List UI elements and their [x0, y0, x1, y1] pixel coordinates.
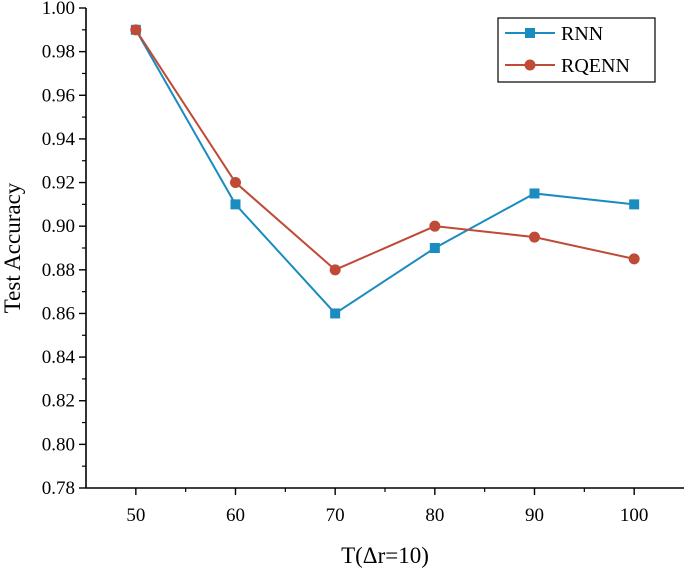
y-tick-label: 0.94	[42, 129, 76, 150]
x-axis-title: T(Δr=10)	[341, 543, 429, 568]
legend-label-rqenn: RQENN	[561, 55, 630, 77]
data-point-rqenn	[130, 24, 142, 36]
x-axis: 50 60 70 80 90 100	[126, 488, 648, 526]
series-line-rnn	[134, 29, 635, 315]
series-layer	[130, 24, 640, 319]
y-axis: 0.78 0.80 0.82 0.84 0.86 0.88 0.90 0.92 0.94 0.96…	[42, 0, 86, 499]
data-point-rnn	[330, 308, 341, 319]
legend-box	[497, 17, 656, 83]
data-point-rqenn	[329, 264, 341, 276]
y-tick-label: 0.88	[42, 260, 75, 281]
y-tick-label: 0.96	[42, 85, 75, 106]
data-point-rnn	[230, 199, 241, 210]
x-tick-label: 60	[226, 505, 245, 526]
y-tick-label: 1.00	[42, 0, 75, 19]
x-tick-label: 100	[620, 505, 649, 526]
y-tick-label: 0.80	[42, 434, 75, 455]
x-tick-label: 50	[126, 505, 145, 526]
y-tick-label: 0.82	[42, 391, 75, 412]
x-tick-label: 90	[525, 505, 544, 526]
y-tick-label: 0.86	[42, 303, 75, 324]
series-line-rqenn	[134, 29, 635, 271]
series-rqenn	[130, 24, 640, 276]
data-point-rnn	[529, 188, 540, 199]
data-point-rqenn	[429, 220, 441, 232]
y-tick-label: 0.92	[42, 173, 75, 194]
legend-marker-rnn	[525, 28, 535, 38]
data-point-rqenn	[628, 253, 640, 265]
legend-label-rnn: RNN	[561, 23, 603, 45]
x-tick-label: 70	[326, 505, 345, 526]
y-tick-label: 0.98	[42, 42, 75, 63]
data-point-rnn	[629, 199, 640, 210]
y-tick-label: 0.90	[42, 216, 75, 237]
x-tick-label: 80	[425, 505, 444, 526]
y-tick-label: 0.78	[42, 478, 75, 499]
legend-entry-rqenn: RQENN	[505, 55, 630, 77]
y-axis-title: Test Accuracy	[0, 182, 25, 313]
legend-entry-rnn: RNN	[505, 23, 603, 45]
y-tick-label: 0.84	[42, 347, 76, 368]
legend-marker-rqenn	[524, 59, 536, 71]
legend: RNN RQENN	[497, 17, 656, 83]
data-point-rqenn	[230, 177, 241, 189]
data-point-rqenn	[529, 231, 540, 243]
data-point-rnn	[429, 243, 440, 253]
